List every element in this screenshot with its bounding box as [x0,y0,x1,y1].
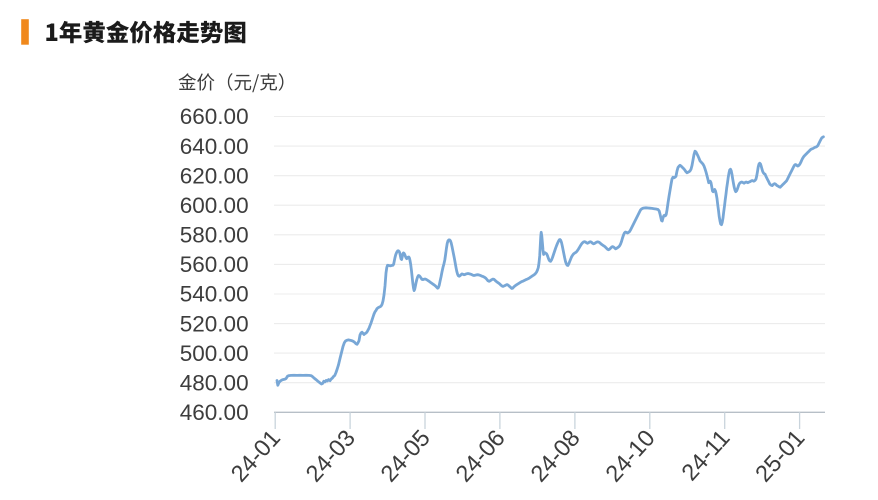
svg-text:620.00: 620.00 [180,163,249,188]
svg-text:520.00: 520.00 [180,311,249,336]
svg-text:640.00: 640.00 [180,134,249,159]
svg-text:460.00: 460.00 [180,400,249,425]
svg-text:600.00: 600.00 [180,193,249,218]
svg-text:540.00: 540.00 [180,282,249,307]
svg-text:660.00: 660.00 [180,104,249,129]
svg-text:500.00: 500.00 [180,341,249,366]
svg-text:560.00: 560.00 [180,252,249,277]
svg-text:480.00: 480.00 [180,370,249,395]
svg-text:580.00: 580.00 [180,223,249,248]
